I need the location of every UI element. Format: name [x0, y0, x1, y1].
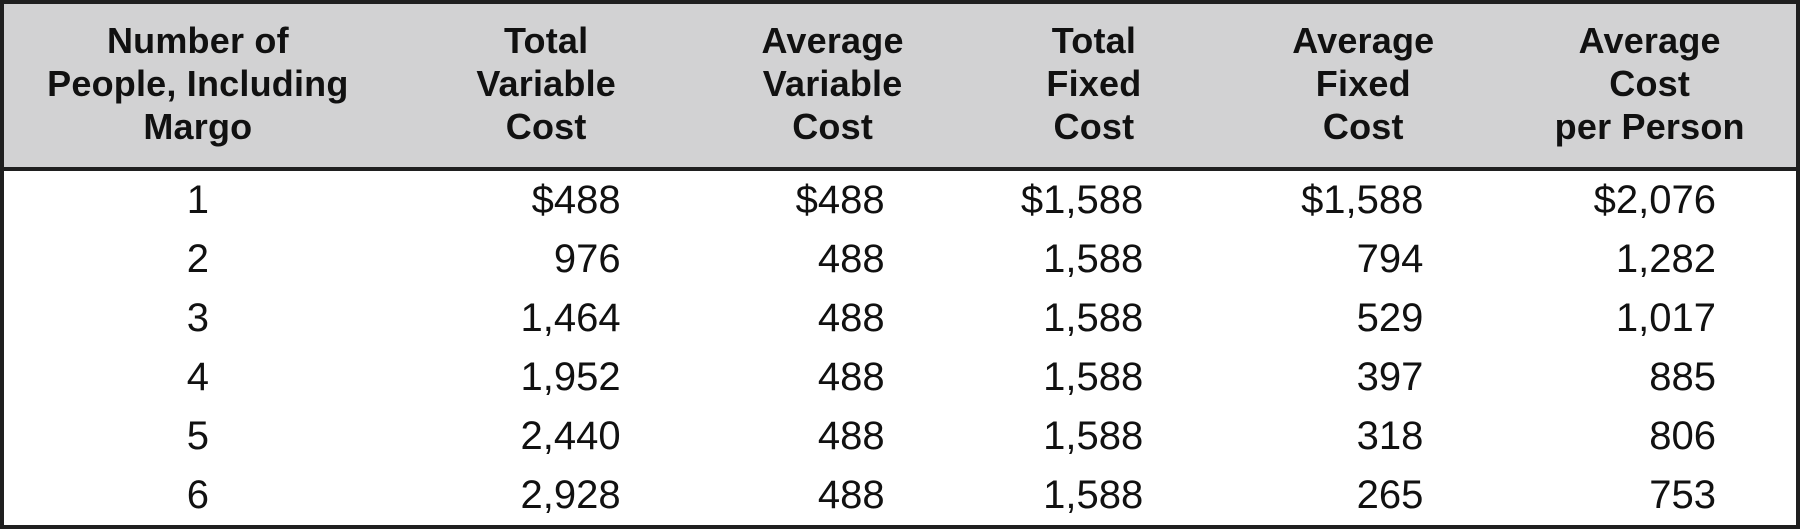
table-cell-average_variable_cost: 488: [817, 414, 885, 458]
table-cell-average_variable_cost: 488: [817, 296, 885, 340]
table-row: 4 1,952 488 1,588 397 885: [2, 348, 1798, 407]
table-cell-average_fixed_cost: 265: [1356, 473, 1424, 517]
table-cell-people: 4: [186, 355, 209, 399]
header-cell-total_variable_cost: Total Variable Cost: [476, 20, 617, 147]
table-cell-total_variable_cost: $488: [531, 178, 621, 222]
table-cell-average_fixed_cost: $1,588: [1301, 178, 1424, 222]
header-cell-people: Number of People, Including Margo: [47, 20, 349, 147]
table-cell-average_cost_per_person: 885: [1649, 355, 1716, 399]
table-row: 6 2,928 488 1,588 265 753: [2, 466, 1798, 527]
header-cell-average_variable_cost: Average Variable Cost: [761, 20, 904, 147]
table-cell-total_variable_cost: 1,464: [520, 296, 621, 340]
header-cell-average_cost_per_person: Average Cost per Person: [1554, 20, 1745, 147]
table-cell-total_fixed_cost: 1,588: [1043, 473, 1144, 517]
table-cell-average_fixed_cost: 529: [1356, 296, 1424, 340]
table-cell-average_fixed_cost: 397: [1356, 355, 1424, 399]
table-cell-total_variable_cost: 976: [553, 237, 621, 281]
table-cell-average_cost_per_person: 753: [1649, 473, 1716, 517]
table-row: 2 976 488 1,588 794 1,282: [2, 230, 1798, 289]
table-cell-total_fixed_cost: 1,588: [1043, 355, 1144, 399]
table-cell-average_cost_per_person: 806: [1649, 414, 1716, 458]
table-cell-total_fixed_cost: $1,588: [1020, 178, 1144, 222]
header-cell-average_fixed_cost: Average Fixed Cost: [1292, 20, 1435, 147]
table-cell-people: 1: [186, 178, 209, 222]
table-header: Number of People, Including Margo Total V…: [2, 2, 1798, 169]
table-row: 1 $488 $488 $1,588 $1,588 $2,076: [2, 169, 1798, 230]
table-cell-people: 3: [186, 296, 209, 340]
table-cell-total_variable_cost: 1,952: [520, 355, 621, 399]
table-cell-total_variable_cost: 2,440: [520, 414, 621, 458]
table-cell-average_variable_cost: 488: [817, 355, 885, 399]
table-cell-people: 6: [186, 473, 209, 517]
table-cell-total_variable_cost: 2,928: [520, 473, 621, 517]
table-cell-average_cost_per_person: 1,017: [1615, 296, 1716, 340]
table-cell-people: 2: [186, 237, 209, 281]
table-row: 5 2,440 488 1,588 318 806: [2, 407, 1798, 466]
table-cell-average_cost_per_person: 1,282: [1615, 237, 1716, 281]
table-cell-total_fixed_cost: 1,588: [1043, 414, 1144, 458]
table-cell-average_cost_per_person: $2,076: [1593, 178, 1716, 222]
table-body: 1 $488 $488 $1,588 $1,588 $2,076 2 976 488 1,588 7…: [2, 169, 1798, 527]
table-cell-average_variable_cost: 488: [817, 237, 885, 281]
table-row: 3 1,464 488 1,588 529 1,017: [2, 289, 1798, 348]
table-cell-average_variable_cost: $488: [795, 178, 885, 222]
header-cell-total_fixed_cost: Total Fixed Cost: [1046, 20, 1142, 147]
table-cell-average_fixed_cost: 794: [1356, 237, 1424, 281]
table-cell-total_fixed_cost: 1,588: [1043, 296, 1144, 340]
table-cell-average_fixed_cost: 318: [1356, 414, 1424, 458]
table-cell-average_variable_cost: 488: [817, 473, 885, 517]
table-cell-people: 5: [186, 414, 209, 458]
header-row: Number of People, Including Margo Total V…: [2, 2, 1798, 169]
table-cell-total_fixed_cost: 1,588: [1043, 237, 1144, 281]
